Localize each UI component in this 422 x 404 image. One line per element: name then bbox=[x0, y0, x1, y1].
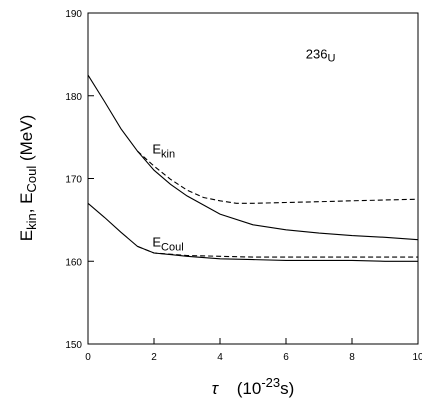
annotation-layer: 236U Ekin ECoul bbox=[152, 47, 335, 254]
annotation-3: ECoul bbox=[152, 234, 183, 253]
x-tick-label: 2 bbox=[151, 352, 157, 363]
x-tick-label: 8 bbox=[349, 352, 355, 363]
y-tick-label: 180 bbox=[65, 92, 82, 103]
series-line-2 bbox=[137, 150, 419, 204]
y-axis-main: E bbox=[17, 230, 36, 241]
x-axis-exponent: -23 bbox=[261, 375, 280, 390]
x-axis-unit: s) bbox=[280, 379, 294, 398]
series-line-3 bbox=[87, 202, 418, 262]
plot-frame bbox=[87, 12, 419, 345]
annotation-2: Ekin bbox=[152, 142, 175, 161]
annotation-1: 236U bbox=[306, 47, 336, 65]
x-axis-open: (10 bbox=[237, 379, 262, 398]
x-tick-label: 10 bbox=[412, 352, 422, 363]
x-tick-label: 6 bbox=[283, 352, 289, 363]
series-layer bbox=[87, 74, 419, 262]
x-axis-symbol: τ bbox=[212, 379, 220, 398]
y-axis-label: Ekin, ECoul (MeV) bbox=[17, 115, 39, 242]
series-line-1 bbox=[87, 74, 419, 241]
y-tick-label: 170 bbox=[65, 175, 82, 186]
y-axis-sep: , E bbox=[17, 192, 36, 213]
y-tick-label: 150 bbox=[65, 340, 82, 351]
y-axis-sub-coul: Coul bbox=[24, 166, 39, 193]
tick-layer: 0 2 4 6 8 10 150 160 170 180 190 bbox=[65, 9, 422, 363]
y-axis-sub-kin: kin bbox=[24, 213, 39, 230]
y-tick-label: 190 bbox=[65, 9, 82, 20]
y-axis-unit: (MeV) bbox=[17, 115, 36, 166]
series-line-4 bbox=[137, 245, 418, 258]
x-axis-label: τ (10-23s) bbox=[212, 375, 295, 398]
x-tick-label: 4 bbox=[217, 352, 223, 363]
x-tick-label: 0 bbox=[85, 352, 91, 363]
y-tick-label: 160 bbox=[65, 257, 82, 268]
